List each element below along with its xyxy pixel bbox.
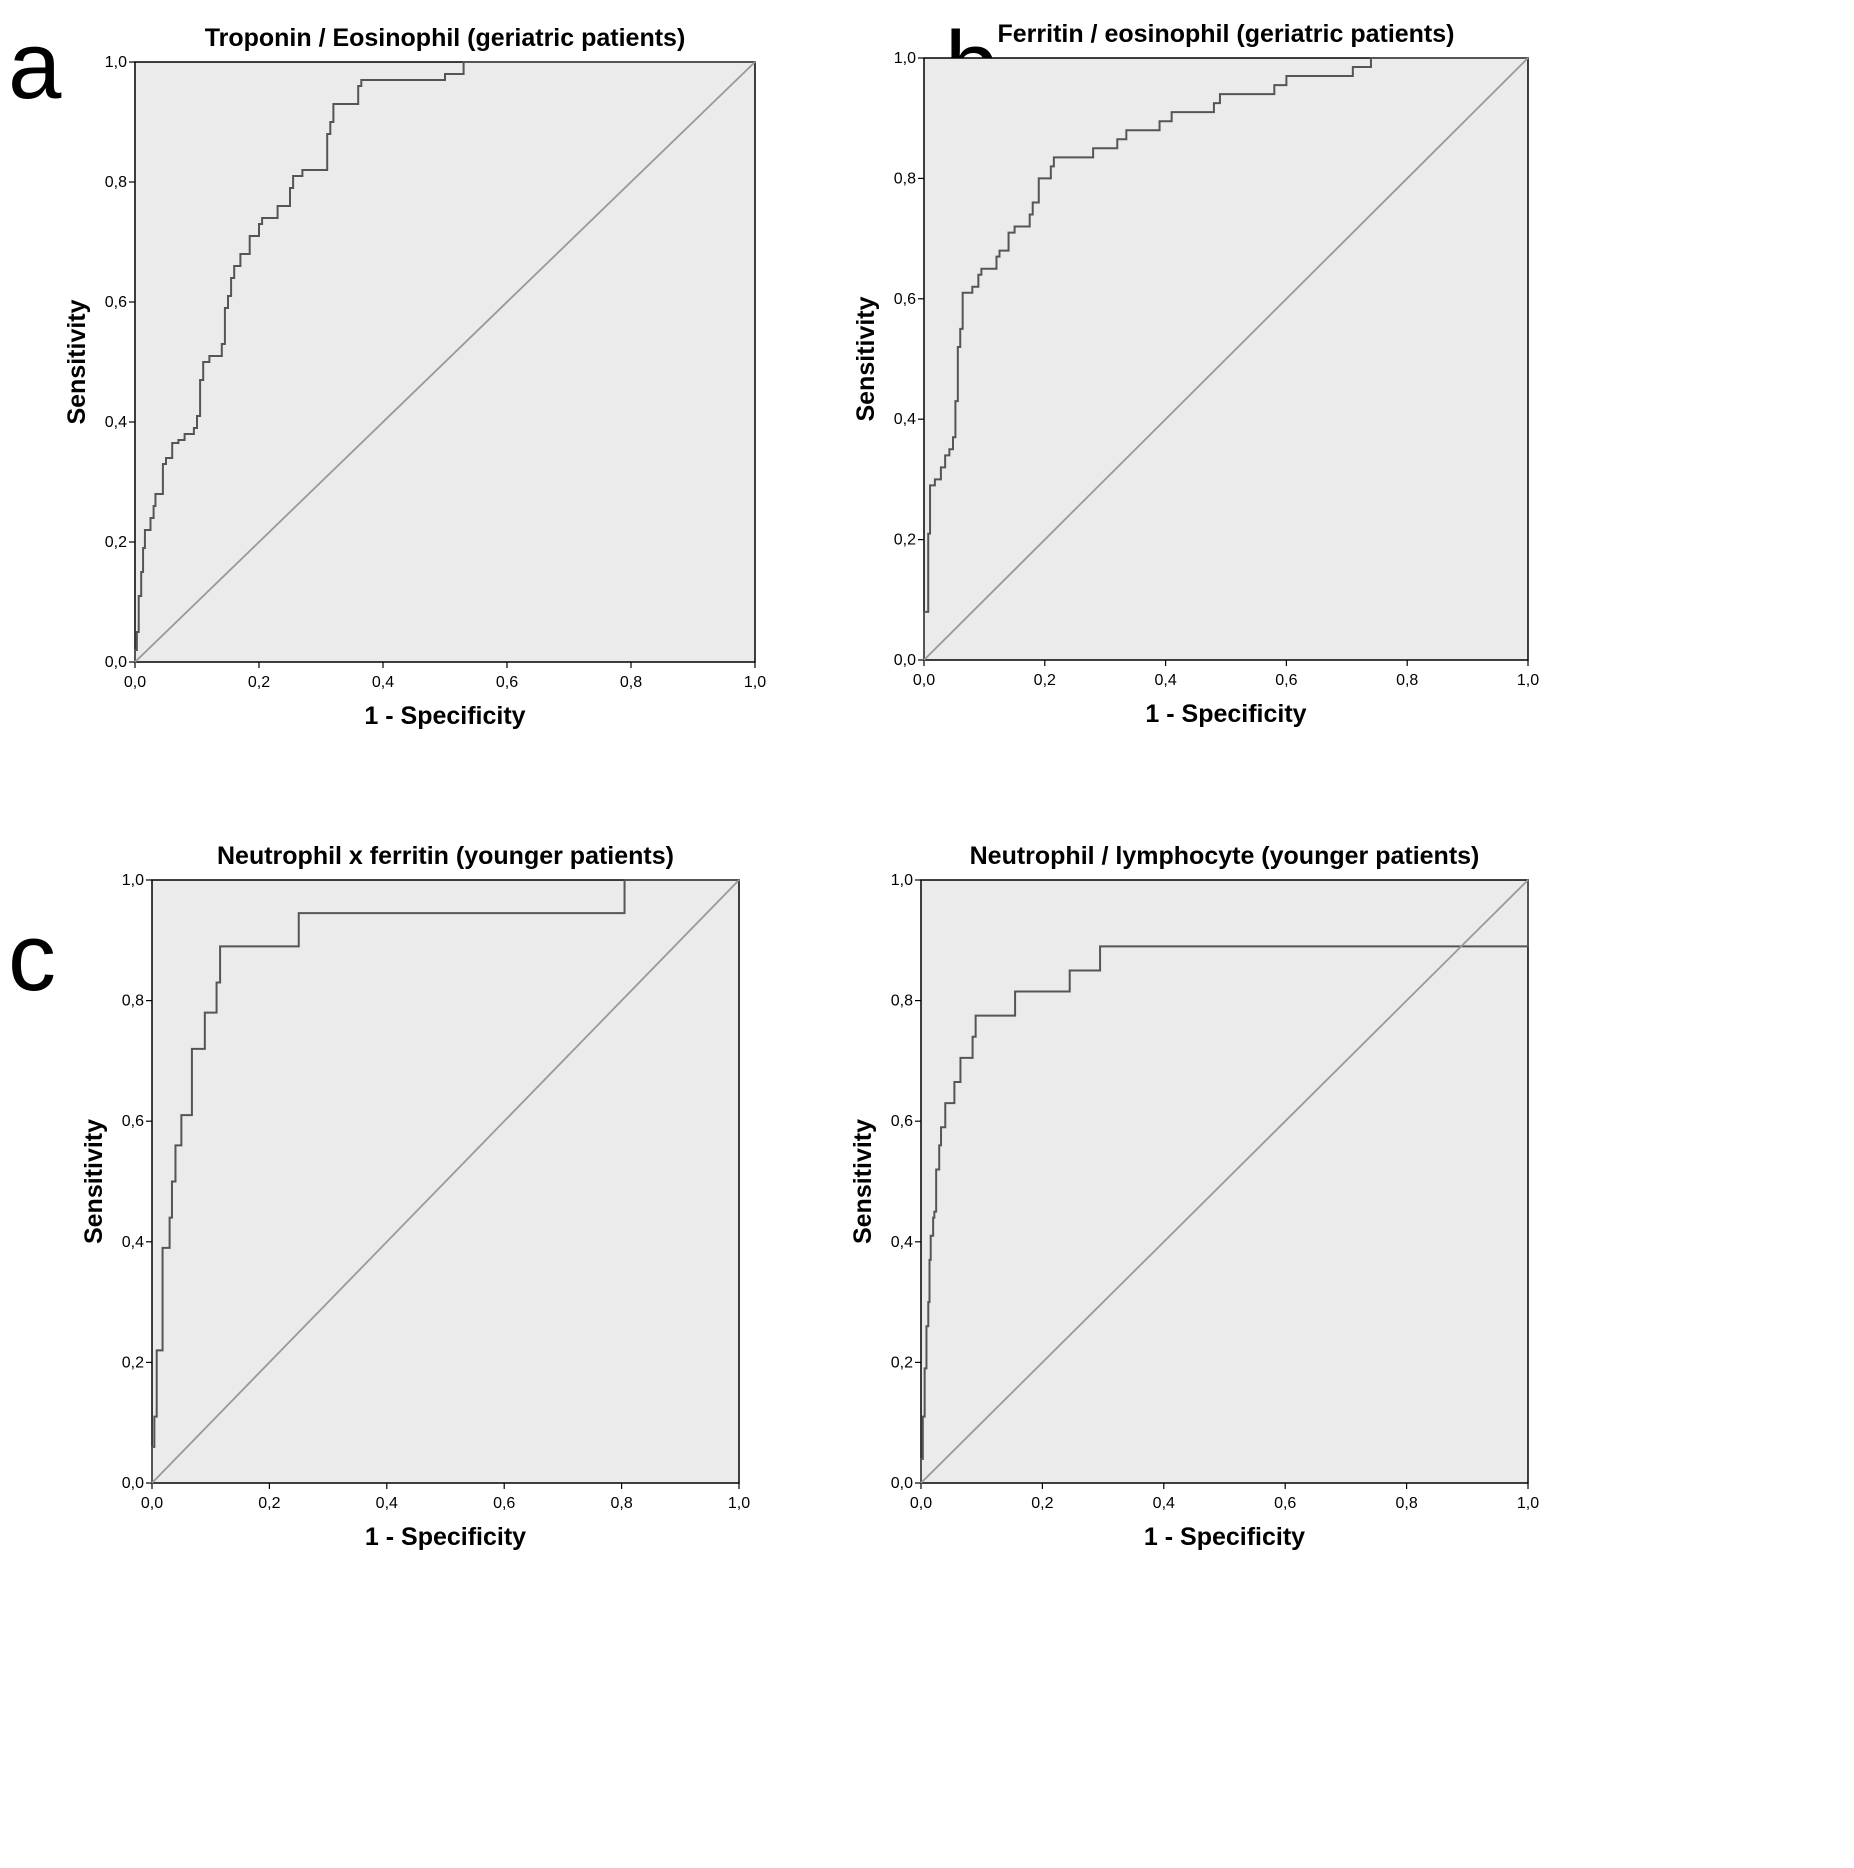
panel-b-x-tick-label-3: 0,6 xyxy=(1275,672,1297,689)
panel-b-x-tick-label-2: 0,4 xyxy=(1154,672,1176,689)
panel-a-x-tick-label-5: 1,0 xyxy=(744,674,766,691)
panel-b-y-tick-label-0: 0,0 xyxy=(894,652,916,669)
panel-c-x-tick-label-1: 0,2 xyxy=(258,1495,280,1512)
panel-a-series xyxy=(134,61,756,663)
panel-c-y-axis-label: Sensitivity xyxy=(80,1119,108,1244)
panel-c-y-tick-label-5: 1,0 xyxy=(122,872,144,889)
panel-b-y-axis-label: Sensitivity xyxy=(852,296,880,421)
panel-a: a Troponin / Eosinophil (geriatric patie… xyxy=(8,12,766,730)
panel-b-x-tick-label-5: 1,0 xyxy=(1517,672,1539,689)
panel-c-ticks: 0,0 0,0 0,2 0,2 0,4 0,4 0,6 0,6 0,8 0,8 1,0 1,0 xyxy=(122,872,750,1512)
panel-a-roc-line xyxy=(134,61,755,662)
panel-b-x-tick-label-4: 0,8 xyxy=(1396,672,1418,689)
panel-d-y-tick-label-0: 0,0 xyxy=(891,1475,913,1492)
panel-d-y-tick-label-3: 0,6 xyxy=(891,1113,913,1130)
panel-b-x-axis-label: 1 - Specificity xyxy=(1145,700,1306,728)
panel-b-title: Ferritin / eosinophil (geriatric patient… xyxy=(997,20,1454,48)
panel-d-y-tick-label-5: 1,0 xyxy=(891,872,913,889)
panel-b-reference-line xyxy=(923,57,1529,661)
panel-c-y-tick-label-1: 0,2 xyxy=(122,1354,144,1371)
panel-a-y-tick-label-0: 0,0 xyxy=(105,654,127,671)
panel-c: c Neutrophil x ferritin (younger patient… xyxy=(8,842,750,1551)
panel-b-y-tick-label-4: 0,8 xyxy=(894,170,916,187)
panel-b-x-tick-label-0: 0,0 xyxy=(913,672,935,689)
panel-b-y-tick-label-5: 1,0 xyxy=(894,50,916,67)
panel-c-reference-line xyxy=(151,879,740,1484)
panel-d-x-tick-label-1: 0,2 xyxy=(1031,1495,1053,1512)
panel-c-y-tick-label-4: 0,8 xyxy=(122,993,144,1010)
panel-a-reference-line xyxy=(134,61,756,663)
panel-a-y-tick-label-3: 0,6 xyxy=(105,294,127,311)
panel-c-x-tick-label-4: 0,8 xyxy=(610,1495,632,1512)
panel-a-y-tick-label-2: 0,4 xyxy=(105,414,127,431)
panel-d-ticks: 0,0 0,0 0,2 0,2 0,4 0,4 0,6 0,6 0,8 0,8 1,0 1,0 xyxy=(891,872,1539,1512)
panel-c-y-tick-label-0: 0,0 xyxy=(122,1475,144,1492)
panel-c-x-tick-label-0: 0,0 xyxy=(141,1495,163,1512)
panel-d-reference-line xyxy=(920,879,1529,1484)
panel-a-x-tick-label-2: 0,4 xyxy=(372,674,394,691)
panel-c-roc-line xyxy=(151,879,739,1483)
panel-b-series xyxy=(923,57,1529,661)
panel-b-y-tick-label-1: 0,2 xyxy=(894,532,916,549)
panel-c-x-tick-label-2: 0,4 xyxy=(376,1495,398,1512)
panel-a-y-axis-label: Sensitivity xyxy=(63,299,91,424)
panel-d-y-tick-label-2: 0,4 xyxy=(891,1234,913,1251)
panel-d-roc-line xyxy=(920,880,1529,1483)
panel-c-x-axis-label: 1 - Specificity xyxy=(365,1523,526,1551)
panel-d-y-tick-label-1: 0,2 xyxy=(891,1354,913,1371)
panel-c-x-tick-label-3: 0,6 xyxy=(493,1495,515,1512)
panel-b-ticks: 0,0 0,0 0,2 0,2 0,4 0,4 0,6 0,6 0,8 0,8 1,0 1,0 xyxy=(894,50,1539,689)
panel-a-title: Troponin / Eosinophil (geriatric patient… xyxy=(205,24,686,52)
panel-d-x-axis-label: 1 - Specificity xyxy=(1144,1523,1305,1551)
panel-a-ticks: 0,0 0,0 0,2 0,2 0,4 0,4 0,6 0,6 0,8 0,8 1,0 1,0 xyxy=(105,54,766,691)
panel-b-y-tick-label-3: 0,6 xyxy=(894,291,916,308)
panel-d: d Neutrophil / lymphocyte (younger patie… xyxy=(849,842,1539,1551)
panel-d-x-tick-label-4: 0,8 xyxy=(1395,1495,1417,1512)
panel-letter-a: a xyxy=(8,12,62,119)
panel-letter-c: c xyxy=(8,904,56,1011)
panel-c-y-tick-label-3: 0,6 xyxy=(122,1113,144,1130)
panel-a-x-tick-label-4: 0,8 xyxy=(620,674,642,691)
panel-c-title: Neutrophil x ferritin (younger patients) xyxy=(217,842,674,870)
panel-a-x-tick-label-3: 0,6 xyxy=(496,674,518,691)
panel-b: b Ferritin / eosinophil (geriatric patie… xyxy=(852,12,1539,728)
panel-d-y-tick-label-4: 0,8 xyxy=(891,993,913,1010)
panel-d-x-tick-label-3: 0,6 xyxy=(1274,1495,1296,1512)
panel-d-x-tick-label-2: 0,4 xyxy=(1153,1495,1175,1512)
panel-d-y-axis-label: Sensitivity xyxy=(849,1119,877,1244)
panel-a-y-tick-label-1: 0,2 xyxy=(105,534,127,551)
panel-d-x-tick-label-0: 0,0 xyxy=(910,1495,932,1512)
panel-b-roc-line xyxy=(923,57,1528,660)
panel-a-x-axis-label: 1 - Specificity xyxy=(364,702,525,730)
panel-a-y-tick-label-5: 1,0 xyxy=(105,54,127,71)
panel-b-y-tick-label-2: 0,4 xyxy=(894,411,916,428)
panel-a-y-tick-label-4: 0,8 xyxy=(105,174,127,191)
panel-c-series xyxy=(151,879,740,1484)
panel-b-x-tick-label-1: 0,2 xyxy=(1034,672,1056,689)
panel-c-y-tick-label-2: 0,4 xyxy=(122,1234,144,1251)
panel-d-title: Neutrophil / lymphocyte (younger patient… xyxy=(970,842,1480,870)
panel-a-x-tick-label-0: 0,0 xyxy=(124,674,146,691)
panel-c-x-tick-label-5: 1,0 xyxy=(728,1495,750,1512)
panel-d-x-tick-label-5: 1,0 xyxy=(1517,1495,1539,1512)
panel-d-series xyxy=(920,879,1529,1484)
panel-a-x-tick-label-1: 0,2 xyxy=(248,674,270,691)
